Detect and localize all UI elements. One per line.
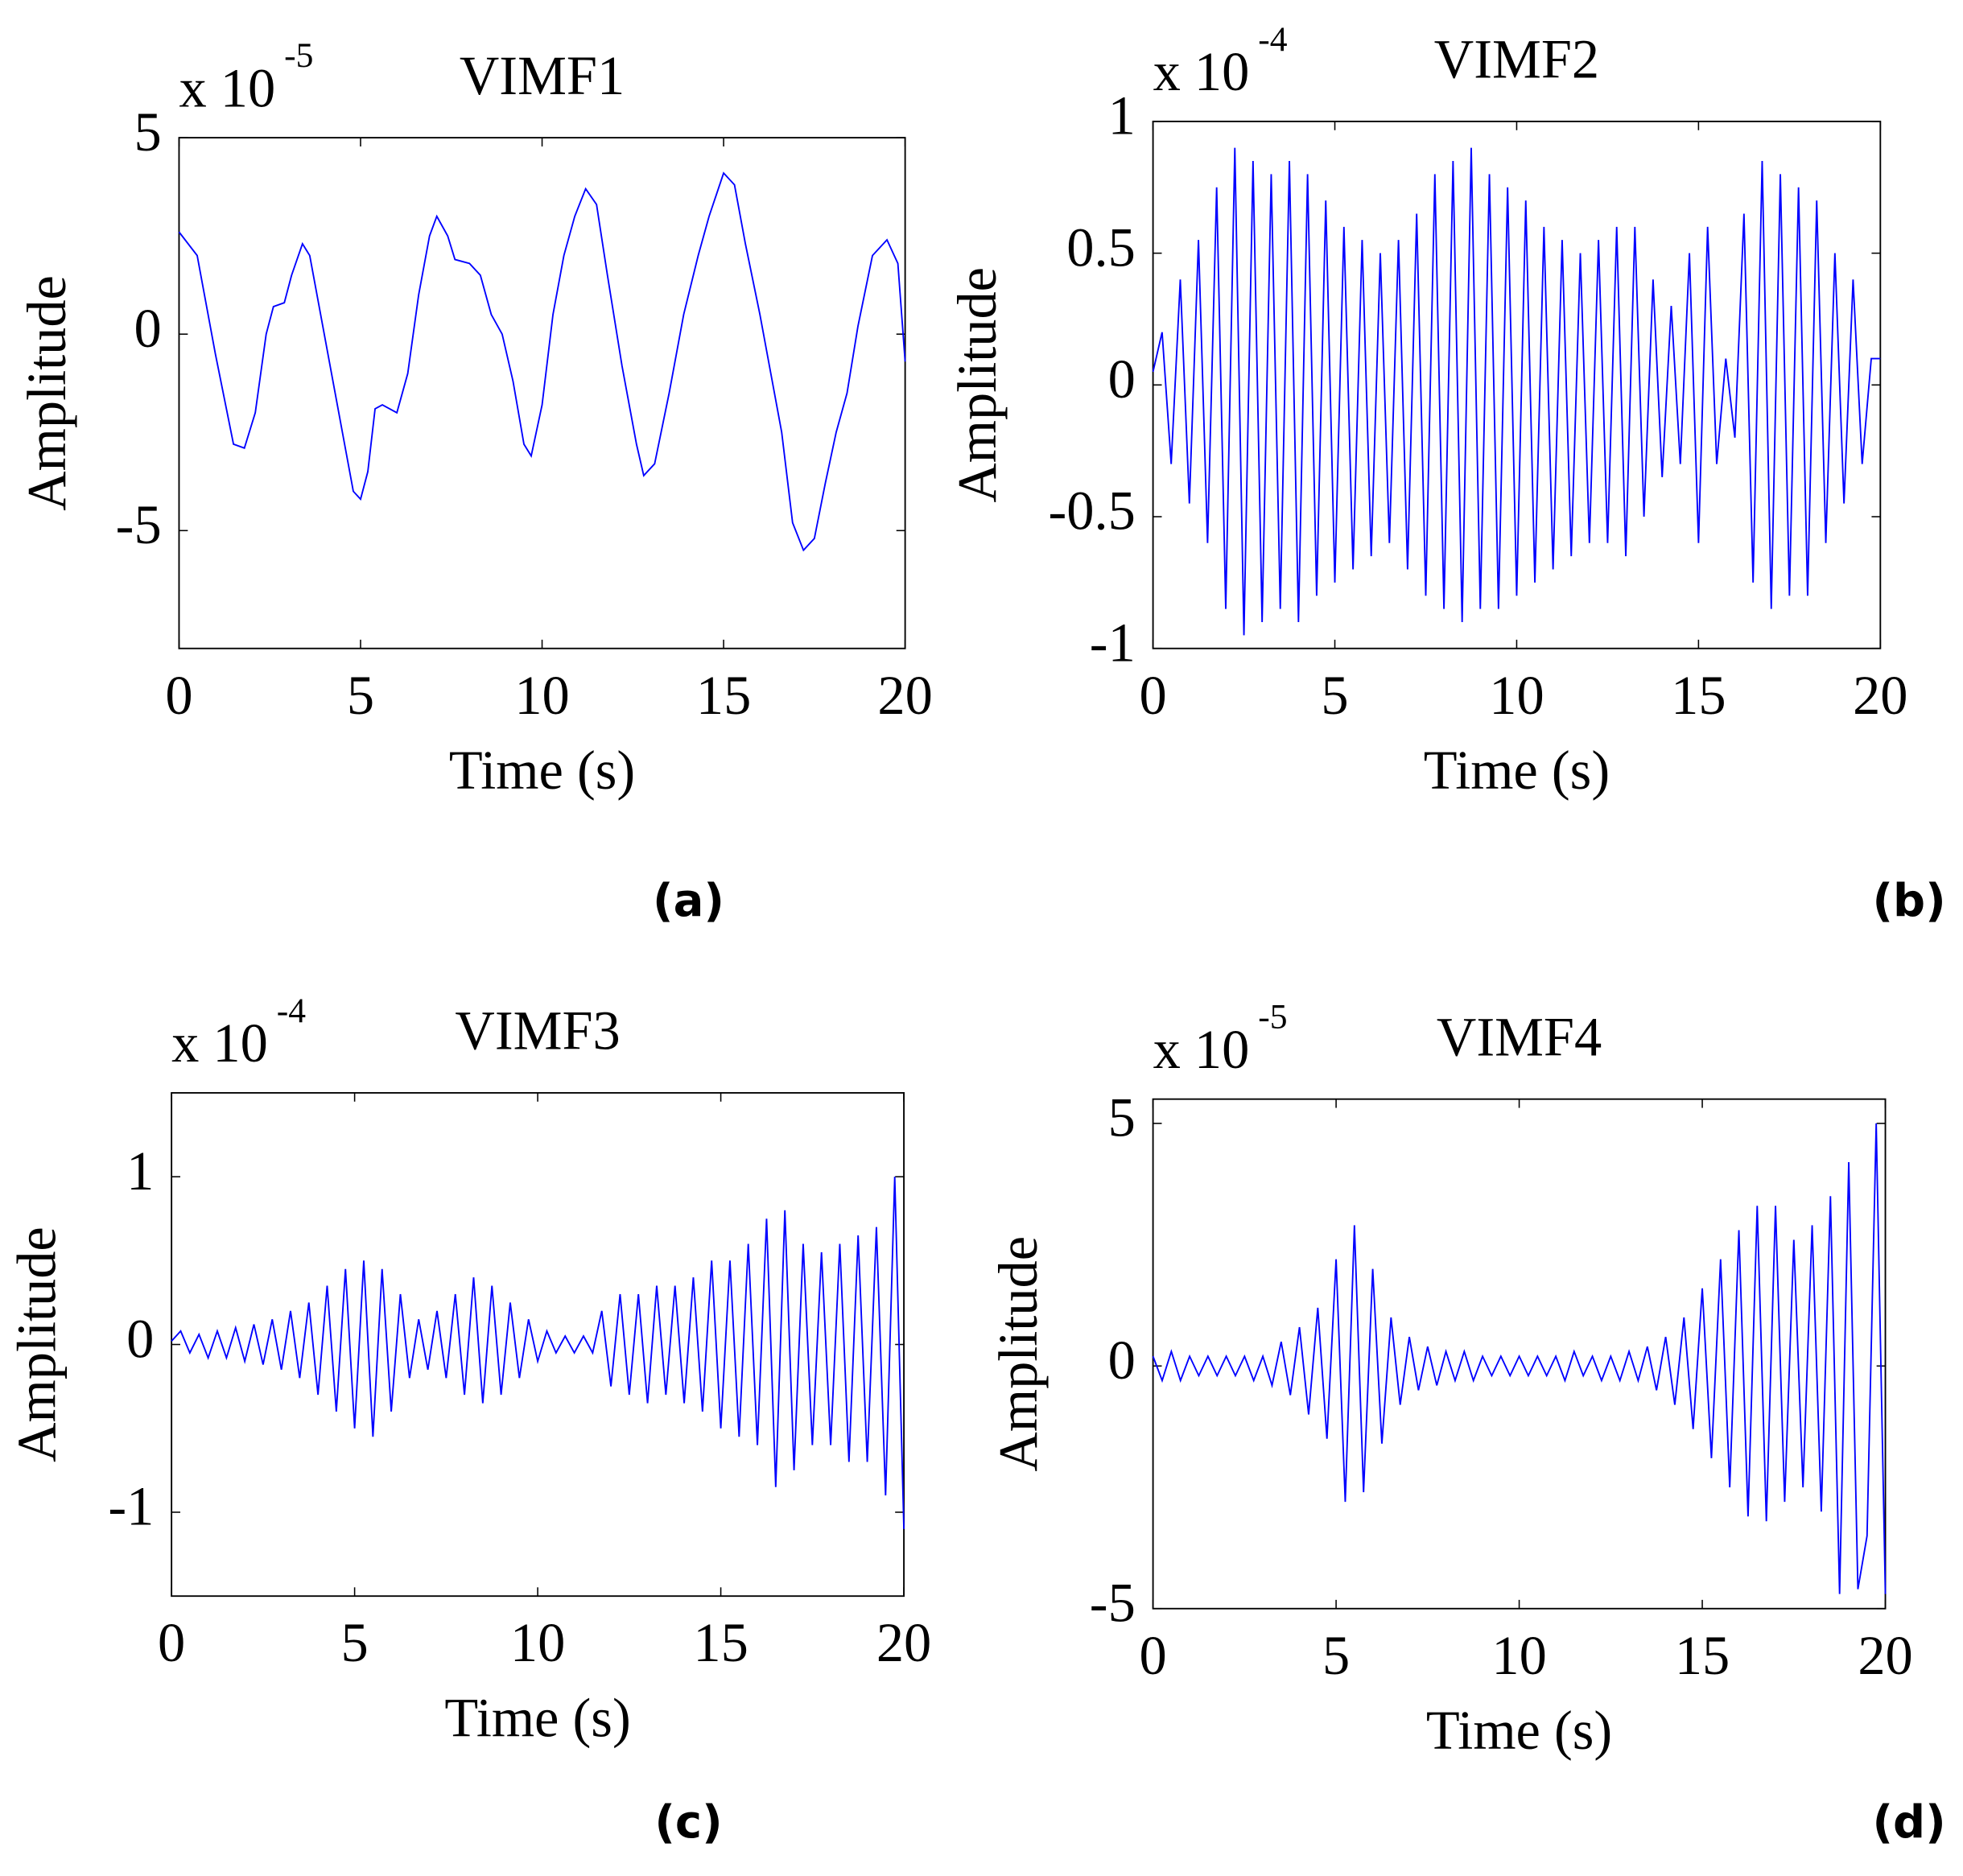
panel-label: (d) (1872, 1796, 1945, 1849)
y-axis-label: Amplitude (988, 1236, 1049, 1472)
exponent-base: x 10 (1153, 1019, 1250, 1080)
panel-label: (b) (1872, 875, 1945, 927)
y-tick-label: 0 (134, 298, 161, 359)
y-tick-label: -1 (1090, 612, 1136, 673)
x-tick-label: 10 (1491, 1625, 1546, 1686)
y-tick-label: 0.5 (1066, 216, 1136, 278)
y-tick-label: 1 (126, 1140, 154, 1202)
plot-frame (178, 137, 906, 649)
x-tick-label: 0 (165, 665, 192, 726)
x-tick-label: 0 (158, 1612, 185, 1673)
x-axis-label: Time (s) (449, 740, 635, 801)
exponent: -4 (277, 992, 307, 1030)
plot-frame (171, 1091, 905, 1598)
exponent-base: x 10 (171, 1012, 268, 1074)
y-tick-label: 0 (1108, 1330, 1136, 1391)
y-axis-label: Amplitude (16, 275, 77, 511)
exponent: -4 (1258, 20, 1288, 59)
y-tick-label: 5 (134, 101, 161, 163)
exponent-base: x 10 (179, 57, 275, 118)
y-tick-label: -1 (108, 1476, 154, 1537)
y-axis-label: Amplitude (6, 1227, 68, 1462)
x-tick-label: 10 (1489, 665, 1544, 726)
chart-title: VIMF1 (460, 45, 625, 106)
chart-title: VIMF2 (1434, 29, 1599, 90)
signal-line (1152, 147, 1881, 636)
x-tick-label: 10 (514, 665, 569, 726)
y-tick-label: 5 (1108, 1087, 1136, 1148)
exponent: -5 (284, 36, 313, 75)
exponent: -5 (1258, 998, 1287, 1037)
panel-label: (a) (653, 875, 724, 927)
x-tick-label: 20 (877, 665, 932, 726)
y-tick-label: -0.5 (1049, 480, 1136, 542)
x-tick-label: 10 (510, 1612, 565, 1673)
y-tick-label: 1 (1108, 85, 1136, 146)
x-tick-label: 0 (1139, 665, 1166, 726)
y-tick-label: 0 (1108, 348, 1136, 410)
x-tick-label: 0 (1139, 1625, 1166, 1686)
signal-line (1152, 1123, 1887, 1594)
x-tick-label: 20 (1858, 1625, 1912, 1686)
x-axis-label: Time (s) (1424, 740, 1610, 801)
x-tick-label: 5 (1322, 1625, 1350, 1686)
exponent-base: x 10 (1153, 41, 1250, 102)
signal-line (171, 1177, 905, 1529)
x-tick-label: 20 (876, 1612, 931, 1673)
y-tick-label: 0 (126, 1308, 154, 1369)
signal-line (178, 171, 906, 552)
x-axis-label: Time (s) (444, 1688, 630, 1749)
x-tick-label: 5 (347, 665, 374, 726)
y-tick-label: -5 (116, 494, 162, 555)
chart-title: VIMF4 (1437, 1006, 1602, 1067)
x-tick-label: 15 (696, 665, 751, 726)
x-axis-label: Time (s) (1426, 1700, 1612, 1761)
y-tick-label: -5 (1090, 1572, 1136, 1633)
chart-title: VIMF3 (455, 1000, 620, 1062)
x-tick-label: 5 (1321, 665, 1348, 726)
x-tick-label: 15 (1671, 665, 1726, 726)
x-tick-label: 5 (340, 1612, 368, 1673)
plot-frame (1152, 1098, 1887, 1610)
y-axis-label: Amplitude (946, 267, 1008, 503)
panel-label: (c) (654, 1796, 722, 1849)
x-tick-label: 15 (1675, 1625, 1730, 1686)
x-tick-label: 20 (1853, 665, 1907, 726)
x-tick-label: 15 (693, 1612, 748, 1673)
